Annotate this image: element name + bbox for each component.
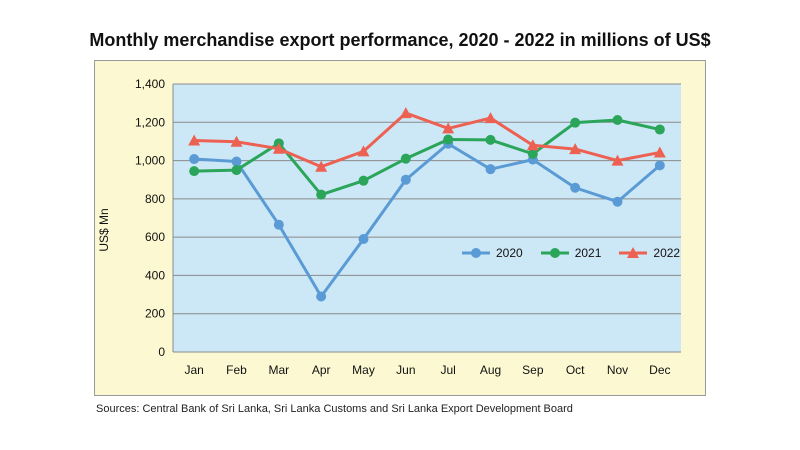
- legend: 2020 2021 2022: [462, 246, 680, 260]
- x-tick-label: Jun: [396, 363, 415, 377]
- legend-label-2021: 2021: [574, 246, 602, 260]
- x-tick-label: Jan: [184, 363, 203, 377]
- y-tick-labels: 0 200 400 600 800 1,000 1,200 1,400: [135, 77, 165, 359]
- legend-marker-2022: [619, 247, 648, 258]
- data-point: [357, 145, 370, 157]
- data-point: [442, 122, 455, 134]
- data-point: [654, 124, 665, 135]
- data-point: [188, 134, 201, 146]
- chart-title: Monthly merchandise export performance, …: [89, 30, 711, 50]
- y-tick-label: 600: [145, 230, 165, 244]
- data-point: [485, 164, 496, 175]
- x-tick-label: Feb: [226, 363, 247, 377]
- data-point: [484, 112, 497, 124]
- legend-item-2021: 2021: [540, 246, 602, 260]
- data-point: [315, 160, 328, 172]
- data-point: [526, 139, 539, 151]
- x-tick-label: Mar: [268, 363, 289, 377]
- legend-marker-2020: [462, 248, 490, 258]
- x-tick-label: Aug: [480, 363, 501, 377]
- series-2021: [189, 114, 665, 200]
- data-point: [570, 117, 581, 128]
- series-2020: [189, 138, 665, 302]
- y-tick-label: 1,200: [135, 115, 165, 129]
- data-point: [358, 175, 369, 186]
- data-point: [400, 174, 411, 185]
- x-tick-label: Jul: [440, 363, 455, 377]
- series-line-2022: [194, 111, 661, 169]
- data-point: [230, 135, 243, 147]
- legend-label-2020: 2020: [496, 246, 523, 260]
- y-tick-label: 1,000: [135, 154, 165, 168]
- series-group: [188, 107, 666, 302]
- series-2022: [188, 107, 666, 172]
- x-tick-label: Dec: [649, 363, 670, 377]
- data-point: [399, 107, 412, 119]
- series-line-2020: [194, 142, 661, 298]
- data-point: [611, 154, 624, 166]
- data-point: [231, 165, 242, 176]
- data-point: [570, 182, 581, 193]
- legend-marker-2021: [540, 248, 569, 258]
- data-point: [316, 189, 327, 200]
- plot-area: [173, 84, 681, 352]
- data-point: [569, 143, 582, 155]
- data-point: [443, 134, 454, 145]
- source-note: Sources: Central Bank of Sri Lanka, Sri …: [96, 403, 573, 415]
- y-tick-label: 400: [145, 268, 165, 282]
- data-point: [358, 234, 369, 245]
- legend-item-2022: 2022: [619, 246, 680, 260]
- legend-label-2022: 2022: [653, 246, 681, 260]
- data-point: [527, 148, 538, 159]
- data-point: [189, 154, 200, 165]
- data-point: [653, 146, 666, 158]
- data-point: [231, 156, 242, 167]
- legend-item-2020: 2020: [462, 246, 523, 260]
- series-line-2021: [194, 118, 661, 197]
- data-point: [189, 166, 200, 177]
- data-point: [400, 153, 411, 164]
- x-tick-label: Apr: [312, 363, 331, 377]
- y-tick-label: 800: [145, 192, 165, 206]
- data-point: [316, 291, 327, 302]
- data-point: [654, 160, 665, 171]
- data-point: [485, 134, 496, 145]
- gridlines: [172, 83, 681, 353]
- x-tick-label: Oct: [566, 363, 585, 377]
- x-tick-label: Sep: [522, 363, 544, 377]
- data-point: [272, 142, 285, 154]
- y-tick-label: 1,400: [135, 77, 165, 91]
- data-point: [612, 114, 623, 125]
- y-tick-label: 200: [145, 307, 165, 321]
- x-tick-label: Nov: [607, 363, 628, 377]
- data-point: [273, 219, 284, 230]
- y-tick-label: 0: [158, 345, 165, 359]
- data-point: [612, 196, 623, 207]
- x-tick-label: May: [352, 363, 375, 377]
- x-tick-labels: Jan Feb Mar Apr May Jun Jul Aug Sep Oct Nov Dec: [184, 363, 670, 377]
